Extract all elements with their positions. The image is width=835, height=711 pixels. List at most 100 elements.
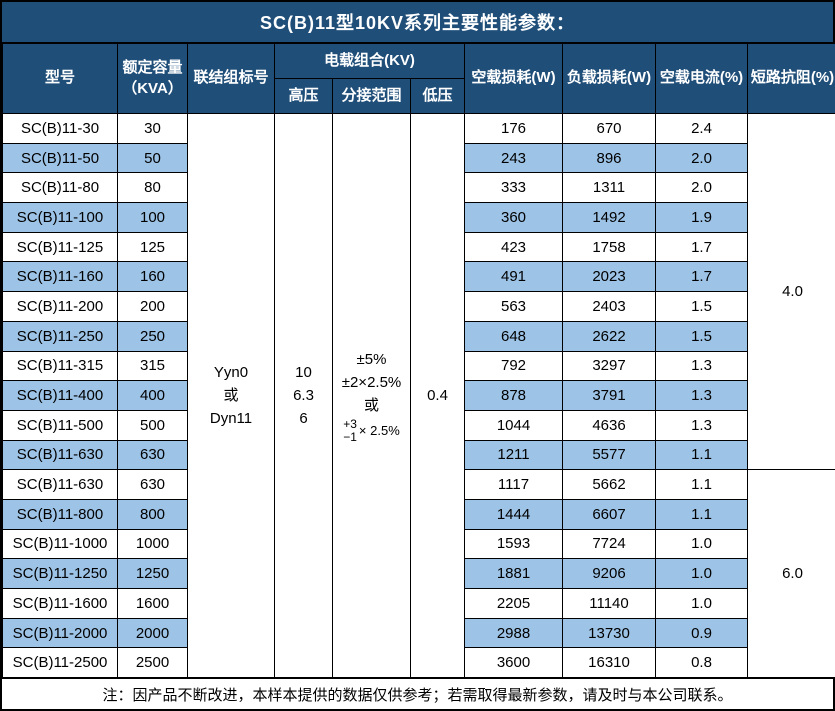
capacity-cell: 630 [117,439,188,471]
no-load-loss-cell: 1117 [464,469,563,500]
capacity-cell: 1000 [117,528,188,560]
model-cell: SC(B)11-160 [2,261,118,293]
no-load-loss-cell: 1593 [464,528,563,560]
table-row: SC(B)11-2500 2500 3600 16310 0.8 [2,647,835,679]
no-load-loss-cell: 360 [464,202,563,233]
model-cell: SC(B)11-2000 [2,617,118,649]
no-load-current-cell: 1.1 [655,469,748,500]
header-load-loss: 负载损耗(W) [562,43,656,114]
tap-range-line: ±2×2.5% [341,373,402,391]
load-loss-cell: 5577 [562,439,656,471]
model-cell: SC(B)11-630 [2,469,118,500]
no-load-loss-cell: 491 [464,261,563,293]
capacity-cell: 160 [117,261,188,293]
no-load-current-cell: 1.7 [655,231,748,263]
no-load-loss-cell: 2205 [464,588,563,619]
table-row: SC(B)11-800 800 1444 6607 1.1 [2,498,835,530]
model-cell: SC(B)11-50 [2,142,118,174]
load-loss-cell: 896 [562,142,656,174]
tap-stack-bottom: −1 [343,429,357,444]
high-voltage-line: 6 [299,410,308,428]
header-capacity-line2: （KVA） [122,79,183,97]
no-load-current-cell: 1.3 [655,350,748,382]
model-cell: SC(B)11-315 [2,350,118,382]
table-row: SC(B)11-100 100 360 1492 1.9 [2,202,835,233]
high-voltage-cell: 10 6.3 6 [274,112,333,679]
tap-range-stack: +3 −1 [343,418,357,443]
model-cell: SC(B)11-80 [2,172,118,204]
impedance-cell: 6.0 [747,469,835,679]
load-loss-cell: 7724 [562,528,656,560]
tap-stack-suffix: × 2.5% [358,422,400,438]
table-row: SC(B)11-630 630 1211 5577 1.1 [2,439,835,471]
header-impedance: 短路抗阻(%) [747,43,835,114]
load-loss-cell: 9206 [562,558,656,589]
high-voltage-line: 10 [295,363,312,381]
capacity-cell: 500 [117,409,188,441]
load-loss-cell: 3791 [562,380,656,411]
capacity-cell: 630 [117,469,188,500]
load-loss-cell: 4636 [562,409,656,441]
tap-range-line: ±5% [356,350,387,368]
no-load-loss-cell: 878 [464,380,563,411]
no-load-current-cell: 1.3 [655,409,748,441]
table-row: SC(B)11-315 315 792 3297 1.3 [2,350,835,382]
capacity-cell: 315 [117,350,188,382]
no-load-loss-cell: 1881 [464,558,563,589]
model-cell: SC(B)11-630 [2,439,118,471]
model-cell: SC(B)11-1000 [2,528,118,560]
no-load-current-cell: 1.5 [655,291,748,322]
no-load-current-cell: 1.1 [655,498,748,530]
table-row: SC(B)11-500 500 1044 4636 1.3 [2,409,835,441]
table-row: SC(B)11-125 125 423 1758 1.7 [2,231,835,263]
capacity-cell: 125 [117,231,188,263]
capacity-cell: 250 [117,320,188,352]
load-loss-cell: 6607 [562,498,656,530]
load-loss-cell: 5662 [562,469,656,500]
no-load-current-cell: 1.5 [655,320,748,352]
model-cell: SC(B)11-1600 [2,588,118,619]
no-load-current-cell: 1.1 [655,439,748,471]
connection-cell: Yyn0 或 Dyn11 [187,112,275,679]
no-load-loss-cell: 648 [464,320,563,352]
capacity-cell: 400 [117,380,188,411]
table-body: SC(B)11-30 30 Yyn0 或 Dyn11 10 6.3 6 ±5% ±2×2.5% 或 +… [2,112,835,679]
load-loss-cell: 11140 [562,588,656,619]
header-capacity: 额定容量 （KVA） [117,43,188,114]
table-row: SC(B)11-160 160 491 2023 1.7 [2,261,835,293]
connection-line: Dyn11 [209,410,253,428]
model-cell: SC(B)11-800 [2,498,118,530]
table-row: SC(B)11-200 200 563 2403 1.5 [2,291,835,322]
no-load-loss-cell: 563 [464,291,563,322]
capacity-cell: 80 [117,172,188,204]
load-loss-cell: 670 [562,113,656,144]
load-loss-cell: 2023 [562,261,656,293]
model-cell: SC(B)11-100 [2,202,118,233]
capacity-cell: 800 [117,498,188,530]
load-loss-cell: 1758 [562,231,656,263]
model-cell: SC(B)11-250 [2,320,118,352]
connection-line: Yyn0 [213,363,249,381]
no-load-current-cell: 1.0 [655,558,748,589]
tap-stack-top: +3 [343,417,357,432]
no-load-loss-cell: 243 [464,142,563,174]
low-voltage-cell: 0.4 [410,112,465,679]
capacity-cell: 2500 [117,647,188,679]
header-connection: 联结组标号 [187,43,275,114]
header-model: 型号 [2,43,118,114]
header-no-load-current: 空载电流(%) [655,43,748,114]
table-header: 型号 额定容量 （KVA） 联结组标号 电载组合(KV) 空载损耗(W) 负载损… [2,43,835,114]
table-row: SC(B)11-1600 1600 2205 11140 1.0 [2,588,835,619]
no-load-loss-cell: 1044 [464,409,563,441]
no-load-loss-cell: 1211 [464,439,563,471]
tap-range-cell: ±5% ±2×2.5% 或 +3 −1 × 2.5% [332,112,411,679]
spec-table: 型号 额定容量 （KVA） 联结组标号 电载组合(KV) 空载损耗(W) 负载损… [2,43,835,679]
load-loss-cell: 1311 [562,172,656,204]
page-title: SC(B)11型10KV系列主要性能参数： [2,2,833,43]
tap-range-stack-row: +3 −1 × 2.5% [334,418,410,443]
model-cell: SC(B)11-30 [2,113,118,144]
header-high-voltage: 高压 [274,78,333,114]
high-voltage-line: 6.3 [293,386,314,404]
capacity-cell: 1600 [117,588,188,619]
header-voltage-combo: 电载组合(KV) [274,43,465,79]
